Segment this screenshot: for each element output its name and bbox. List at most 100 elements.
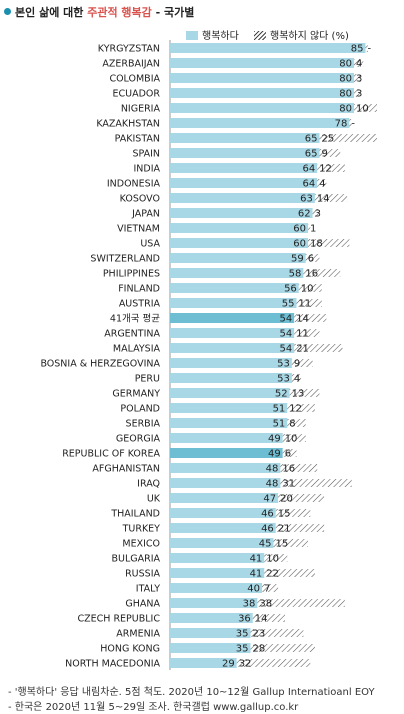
happy-bar (170, 433, 283, 443)
happy-value-label: 55 (282, 299, 295, 310)
unhappy-value-label: 11 (296, 329, 309, 340)
happy-value-label: 54 (279, 314, 292, 325)
happy-value-label: 38 (243, 599, 256, 610)
category-label: BULGARIA (111, 554, 160, 565)
happy-bar (170, 163, 318, 173)
chart-row: ARMENIA 35 23 (116, 628, 304, 640)
happy-value-label: 35 (236, 629, 249, 640)
category-label: RUSSIA (125, 569, 160, 580)
category-label: CZECH REPUBLIC (78, 614, 161, 625)
happy-bar (170, 178, 318, 188)
happy-value-label: 80 (339, 104, 352, 115)
unhappy-bar (294, 329, 320, 337)
chart-row: JAPAN 62 3 (131, 208, 321, 220)
legend-swatch-unhappy (254, 31, 266, 40)
unhappy-value-label: 21 (278, 524, 291, 535)
category-label: THAILAND (110, 509, 160, 520)
category-label: FINLAND (118, 284, 160, 295)
unhappy-bar (282, 434, 306, 442)
chart-row: GERMANY 52 13 (112, 388, 320, 400)
chart-row: FINLAND 56 10 (118, 283, 322, 295)
category-label: MALAYSIA (113, 344, 161, 355)
category-label: BOSNIA & HERZEGOVINA (40, 359, 160, 370)
unhappy-value-label: 32 (239, 659, 252, 670)
happy-value-label: 40 (247, 584, 260, 595)
unhappy-bar (354, 59, 364, 67)
unhappy-value-label: 8 (289, 419, 295, 430)
unhappy-bar (250, 644, 315, 652)
happy-value-label: 54 (279, 329, 292, 340)
category-label: IRAQ (137, 479, 160, 490)
chart-row: AUSTRIA 55 11 (119, 298, 322, 310)
happy-bar (170, 463, 281, 473)
chart-row: KOSOVO 63 14 (120, 193, 348, 205)
unhappy-value-label: 12 (319, 164, 332, 175)
category-label: INDONESIA (107, 179, 161, 190)
unhappy-bar (291, 374, 302, 382)
happy-bar (170, 358, 292, 368)
happy-bar (170, 478, 281, 488)
happy-value-label: 35 (236, 644, 249, 655)
unhappy-value-label: 14 (255, 614, 268, 625)
chart-row: 41개국 평균 54 14 (110, 313, 327, 325)
chart-row: USA 60 18 (140, 238, 350, 250)
happy-value-label: 41 (250, 569, 263, 580)
category-label: SERBIA (126, 419, 161, 430)
unhappy-bar (275, 509, 311, 517)
category-label: JAPAN (131, 209, 160, 220)
category-label: USA (140, 239, 160, 250)
legend-label-unhappy: 행복하지 않다 (%) (270, 31, 349, 42)
happy-value-label: 53 (277, 359, 290, 370)
happy-value-label: 60 (293, 224, 306, 235)
unhappy-bar (257, 599, 345, 607)
category-label: AZERBAIJAN (102, 59, 160, 70)
happy-bar (170, 403, 288, 413)
unhappy-value-label: 11 (299, 299, 312, 310)
happy-value-label: 80 (339, 74, 352, 85)
happy-bar (170, 658, 237, 668)
happy-bar (170, 538, 274, 548)
happy-value-label: 85 (351, 44, 364, 55)
unhappy-value-label: 18 (310, 239, 323, 250)
unhappy-value-label: 15 (276, 539, 289, 550)
category-label: NIGERIA (121, 104, 161, 115)
unhappy-value-label: 20 (280, 494, 293, 505)
happy-value-label: 41 (250, 554, 263, 565)
category-label: SPAIN (132, 149, 160, 160)
chart-row: ITALY 40 7 (136, 583, 279, 595)
unhappy-value-label: 4 (356, 59, 362, 70)
title-bullet-icon (4, 8, 11, 15)
title-prefix: 본인 삶에 대한 (15, 6, 88, 19)
happy-value-label: 29 (222, 659, 235, 670)
happy-bar (170, 193, 315, 203)
unhappy-bar (349, 119, 352, 127)
unhappy-bar (365, 44, 368, 52)
happy-bar (170, 58, 354, 68)
unhappy-bar (319, 134, 377, 142)
happy-bar (170, 133, 320, 143)
unhappy-value-label: 28 (253, 644, 266, 655)
category-label: MEXICO (122, 539, 160, 550)
unhappy-value-label: 3 (315, 209, 321, 220)
happy-bar (170, 253, 306, 263)
unhappy-value-label: 3 (356, 74, 362, 85)
unhappy-value-label: 7 (264, 584, 270, 595)
happy-value-label: 62 (298, 209, 311, 220)
happy-value-label: 58 (289, 269, 302, 280)
unhappy-value-label: 4 (294, 374, 300, 385)
happy-value-label: 56 (284, 284, 297, 295)
happy-value-label: 49 (268, 449, 281, 460)
chart-row: NORTH MACEDONIA 29 32 (65, 658, 311, 670)
unhappy-bar (296, 299, 322, 307)
chart-row: MALAYSIA 54 21 (113, 343, 343, 355)
unhappy-value-label: 9 (294, 359, 300, 370)
category-label: AUSTRIA (119, 299, 161, 310)
chart-row: BULGARIA 41 10 (111, 553, 288, 565)
happy-bar (170, 613, 253, 623)
category-label: INDIA (133, 164, 160, 175)
unhappy-value-label: 38 (259, 599, 272, 610)
unhappy-value-label: 15 (278, 509, 291, 520)
category-label: KOSOVO (120, 194, 160, 205)
happy-bar (170, 223, 308, 233)
